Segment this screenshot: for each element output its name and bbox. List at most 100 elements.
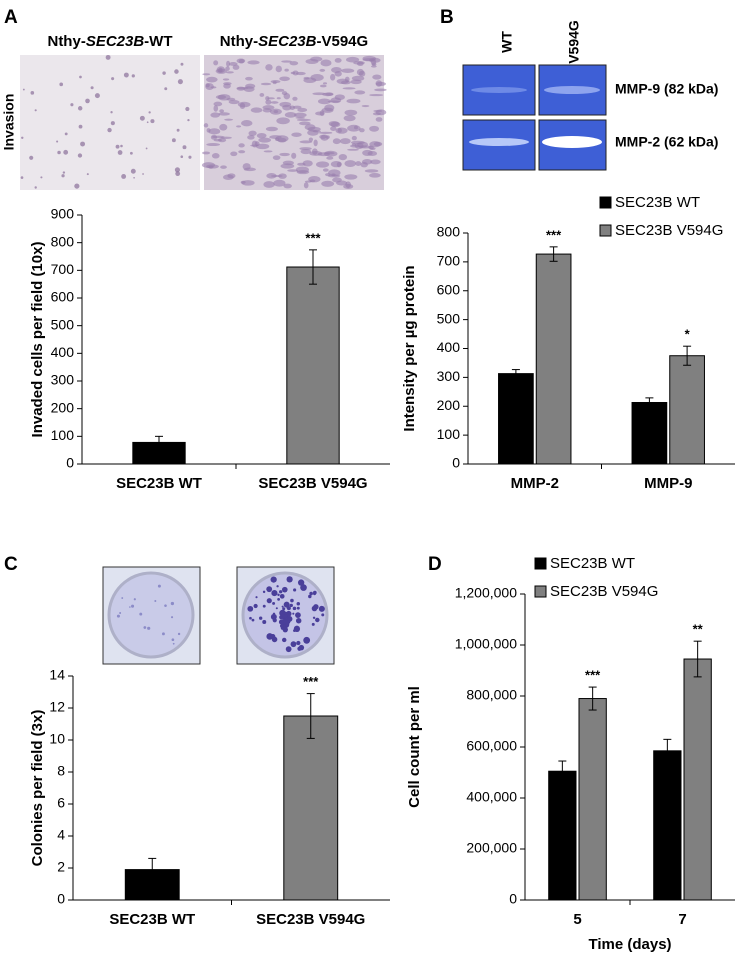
colony [296, 601, 301, 606]
colony [292, 606, 297, 611]
cell [312, 148, 318, 155]
cell [370, 159, 381, 165]
colony [262, 620, 267, 624]
micrograph [20, 55, 200, 190]
legend-swatch [599, 224, 612, 237]
cell [62, 171, 66, 174]
y-tick-label: 300 [51, 372, 75, 388]
legend-label: SEC23B WT [615, 194, 700, 211]
cell [110, 111, 113, 114]
bar [286, 266, 340, 465]
bar [683, 658, 712, 901]
cell [245, 76, 253, 81]
colony [133, 598, 136, 601]
cell [20, 176, 24, 179]
colony [249, 616, 252, 620]
panel-label: B [440, 7, 454, 28]
annotation: *** [303, 674, 319, 689]
cell [215, 95, 227, 100]
cell [324, 104, 335, 112]
colony [297, 579, 305, 586]
colony [296, 640, 301, 646]
colony [277, 593, 280, 597]
cell [265, 64, 273, 71]
y-tick-label: 0 [66, 455, 74, 471]
y-tick-label: 1,000,000 [455, 636, 517, 652]
cell [238, 58, 245, 64]
cell [206, 128, 211, 133]
cell [325, 92, 334, 96]
cell [250, 107, 263, 113]
cell [225, 66, 230, 71]
colony [251, 618, 255, 622]
cell [291, 152, 297, 159]
colony [287, 614, 291, 618]
colony [271, 636, 278, 643]
cell [219, 123, 228, 131]
colony [293, 629, 296, 632]
cell [372, 112, 381, 116]
cell [222, 78, 230, 81]
cell [290, 71, 296, 75]
cell [241, 120, 253, 127]
cell [107, 127, 112, 133]
panel-label: A [4, 7, 18, 28]
y-tick-label: 300 [437, 368, 461, 384]
colony [282, 637, 287, 643]
colony [295, 612, 301, 618]
colony [157, 584, 161, 588]
cell [21, 136, 24, 140]
cell [304, 124, 316, 131]
cell [174, 69, 179, 74]
cell [22, 88, 25, 91]
cell [331, 66, 342, 73]
y-tick-label: 14 [49, 667, 65, 683]
y-tick-label: 900 [51, 206, 75, 222]
cell [85, 98, 90, 104]
gel-band [469, 138, 529, 146]
cell [57, 150, 61, 155]
colony [154, 600, 157, 603]
y-tick-label: 600,000 [466, 738, 517, 754]
cell [276, 97, 281, 100]
cell [210, 112, 221, 118]
cell [284, 68, 289, 72]
colony [279, 590, 283, 594]
cell [330, 126, 337, 131]
cell [223, 83, 231, 89]
band-label: MMP-2 (62 kDa) [615, 134, 718, 150]
x-tick-label: SEC23B V594G [256, 911, 365, 928]
cell [373, 141, 383, 147]
x-tick-label: SEC23B V594G [258, 475, 367, 492]
colony [177, 632, 181, 636]
cell [29, 155, 34, 160]
cell [330, 97, 342, 104]
cell [77, 106, 83, 111]
colony [266, 598, 272, 604]
cell [263, 150, 273, 153]
y-tick-label: 8 [57, 763, 65, 779]
cell [295, 166, 309, 174]
y-tick-label: 400,000 [466, 789, 517, 805]
cell [275, 88, 285, 92]
cell [131, 74, 135, 78]
cell [318, 131, 333, 135]
colony [270, 613, 277, 620]
colony [262, 604, 266, 608]
colony [131, 604, 135, 608]
legend-label: SEC23B V594G [615, 222, 723, 239]
colony [277, 597, 280, 601]
cell [237, 101, 251, 108]
y-tick-label: 200 [437, 397, 461, 413]
cell [211, 135, 225, 139]
colony [313, 590, 317, 595]
colony [247, 605, 254, 612]
y-tick-label: 600 [51, 289, 75, 305]
cell [242, 163, 251, 171]
cell [146, 121, 149, 124]
cell [171, 138, 176, 143]
cell [305, 58, 319, 65]
cell [336, 161, 342, 168]
cell [344, 174, 358, 180]
colony [171, 638, 175, 642]
